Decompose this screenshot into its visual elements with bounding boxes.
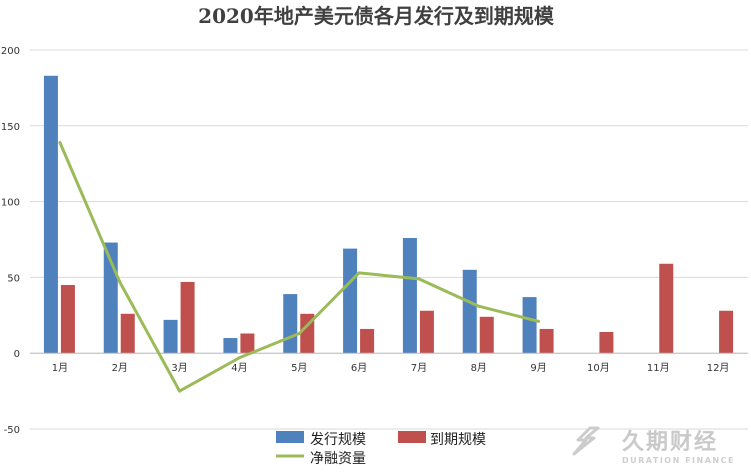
bar-maturity xyxy=(240,333,255,354)
watermark-text: 久期财经 xyxy=(622,429,718,455)
bar-maturity xyxy=(60,284,75,354)
bar-maturity xyxy=(360,328,375,354)
legend-label: 净融资量 xyxy=(310,451,366,467)
y-tick-label: 0 xyxy=(14,349,20,360)
bar-issuance xyxy=(343,248,358,354)
bar-maturity xyxy=(659,263,674,354)
x-tick-label: 9月 xyxy=(530,362,546,374)
line-point xyxy=(477,304,481,308)
y-tick-label: 50 xyxy=(7,273,20,284)
bar-maturity xyxy=(419,310,434,354)
y-tick-label: 200 xyxy=(1,46,20,57)
bar-issuance xyxy=(522,297,537,354)
legend-label: 发行规模 xyxy=(310,432,366,448)
bar-issuance xyxy=(283,294,298,354)
line-point xyxy=(297,331,301,335)
x-tick-label: 3月 xyxy=(171,362,187,374)
bars xyxy=(43,75,734,354)
y-axis-ticks: -50 0 50 100 150 200 xyxy=(1,46,20,436)
bar-issuance xyxy=(43,75,58,354)
line-point xyxy=(417,277,421,281)
x-tick-label: 2月 xyxy=(112,362,128,374)
legend-swatch xyxy=(276,431,304,443)
line-point xyxy=(58,140,62,144)
bar-maturity xyxy=(120,313,135,354)
line-point xyxy=(237,356,241,360)
x-tick-label: 11月 xyxy=(647,362,670,374)
bar-issuance xyxy=(402,237,417,354)
bar-maturity xyxy=(180,281,195,354)
watermark: 久期财经 DURATION FINANCE xyxy=(572,426,735,465)
x-tick-label: 5月 xyxy=(291,362,307,374)
gridlines xyxy=(30,49,748,430)
bar-maturity xyxy=(599,331,614,354)
x-axis-ticks: 1月 2月 3月 4月 5月 6月 7月 8月 9月 10月 11月 12月 xyxy=(52,362,730,374)
x-tick-label: 12月 xyxy=(707,362,730,374)
line-point xyxy=(357,271,361,275)
line-point xyxy=(178,389,182,393)
x-tick-label: 6月 xyxy=(351,362,367,374)
line-point xyxy=(118,280,122,284)
legend-swatch xyxy=(398,431,426,443)
duration-finance-logo-icon xyxy=(572,426,600,456)
y-tick-label: -50 xyxy=(4,425,20,436)
line-net-financing xyxy=(58,141,539,393)
chart-title: 2020年地产美元债各月发行及到期规模 xyxy=(198,4,555,28)
x-tick-label: 8月 xyxy=(471,362,487,374)
bar-maturity xyxy=(479,316,494,354)
legend-label: 到期规模 xyxy=(430,432,486,448)
x-tick-label: 7月 xyxy=(411,362,427,374)
bar-issuance xyxy=(223,338,238,354)
line-point xyxy=(537,319,541,323)
bar-maturity xyxy=(719,310,734,354)
watermark-subtext: DURATION FINANCE xyxy=(622,456,735,465)
x-tick-label: 4月 xyxy=(231,362,247,374)
x-tick-label: 10月 xyxy=(587,362,610,374)
y-tick-label: 150 xyxy=(1,122,20,133)
bar-issuance xyxy=(462,269,477,354)
bar-maturity xyxy=(539,328,554,354)
x-tick-label: 1月 xyxy=(52,362,68,374)
y-tick-label: 100 xyxy=(1,198,20,209)
bar-issuance xyxy=(163,319,178,354)
net-financing-line xyxy=(58,140,541,393)
